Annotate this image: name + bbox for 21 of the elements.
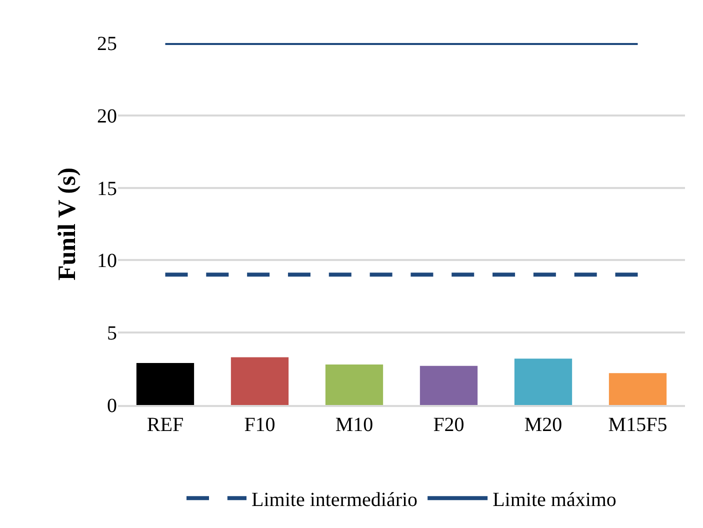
y-tick-label: 0 <box>107 395 117 417</box>
y-axis-title: Funil V (s) <box>54 167 81 281</box>
x-tick-label: M10 <box>335 414 374 436</box>
bar <box>325 364 384 405</box>
bar <box>136 363 194 405</box>
x-tick-label: REF <box>146 414 184 436</box>
bar <box>608 373 667 405</box>
y-tick-label: 20 <box>97 105 117 128</box>
y-tick-label: 25 <box>97 33 117 55</box>
bar <box>230 357 289 405</box>
y-tick-label: 10 <box>97 250 117 272</box>
x-tick-label: M20 <box>524 414 562 436</box>
y-tick-label: 5 <box>107 322 117 345</box>
x-tick-label: F20 <box>433 414 464 436</box>
legend-label: Limite intermediário <box>252 488 418 511</box>
legend-label: Limite máximo <box>492 488 616 511</box>
bar <box>420 366 478 405</box>
bar <box>514 358 572 405</box>
x-tick-label: M15F5 <box>608 414 668 436</box>
x-tick-label: F10 <box>244 414 276 436</box>
y-tick-label: 15 <box>97 178 117 200</box>
